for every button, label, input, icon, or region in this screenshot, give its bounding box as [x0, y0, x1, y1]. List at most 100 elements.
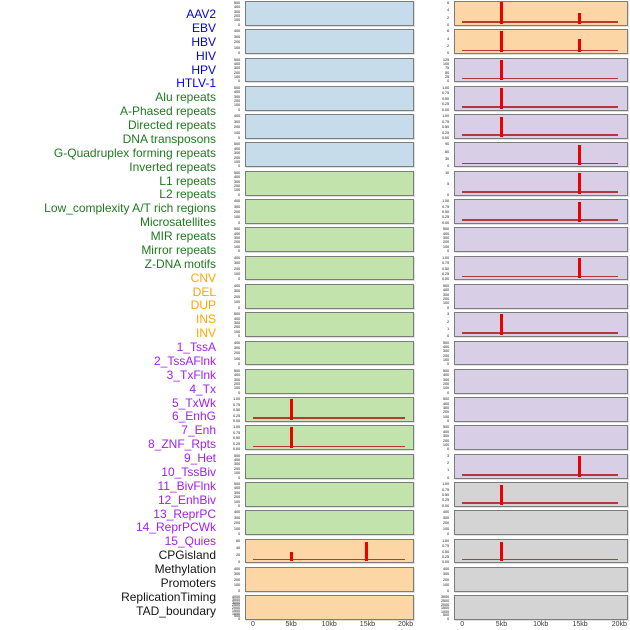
row-label: 6_EnhG — [171, 409, 216, 424]
y-tick-label: 300 — [233, 288, 240, 294]
profile-panel — [245, 312, 414, 338]
row-label: TAD_boundary — [136, 603, 216, 618]
y-tick-label: 400 — [233, 28, 240, 34]
y-tick-label: 0 — [446, 191, 449, 197]
profile-baseline — [461, 502, 619, 504]
y-tick-label: 0.50 — [442, 548, 449, 554]
y-tick-label: 500 — [442, 339, 449, 345]
y-axis-ticks: 1.00 0.75 0.50 0.25 0.00 — [419, 254, 449, 281]
y-tick-label: 500 — [233, 56, 240, 62]
profile-panel — [454, 425, 628, 451]
y-tick-label: 0 — [237, 361, 240, 367]
row-label: 9_Het — [183, 451, 216, 465]
y-tick-label: 400 — [233, 315, 240, 321]
y-tick-label: 300 — [233, 514, 240, 520]
y-tick-label: 3 — [446, 452, 449, 458]
y-tick-label: 1.00 — [442, 254, 449, 260]
y-tick-label: 500 — [233, 84, 240, 90]
peak-spike — [578, 39, 582, 53]
y-tick-label: 0.25 — [442, 101, 449, 107]
y-tick-label: 0.75 — [233, 429, 240, 435]
y-tick-label: 0 — [237, 191, 240, 197]
profile-panel — [454, 1, 628, 26]
y-axis-ticks: 500 400 300 200 100 0 — [210, 1, 240, 27]
y-axis-ticks: 400 300 200 100 0 — [210, 28, 240, 55]
profile-panel — [454, 142, 628, 168]
profile-panel — [245, 29, 414, 55]
y-axis-ticks: 500 400 300 200 100 0 — [210, 482, 240, 508]
y-axis-ticks: 400 300 200 100 0 — [210, 510, 240, 536]
panel-row: 500 400 300 200 100 0 — [234, 57, 414, 83]
panel-row: 500 400 300 200 100 0 — [234, 482, 414, 507]
profile-baseline — [252, 558, 405, 561]
y-tick-label: 100 — [442, 582, 449, 588]
peak-spike — [290, 427, 294, 449]
profile-panel — [245, 170, 414, 196]
row-label: AAV2 — [186, 7, 216, 21]
y-tick-label: 200 — [233, 324, 240, 330]
profile-panel — [245, 199, 414, 224]
y-tick-label: 100 — [233, 74, 240, 80]
y-tick-label: 20 — [235, 552, 240, 558]
y-axis-ticks: 60 40 20 0 — [210, 538, 240, 564]
y-tick-label: 0 — [237, 333, 240, 339]
row-label: Directed repeats — [127, 118, 216, 132]
y-tick-label: 300 — [233, 93, 240, 99]
y-tick-label: 500 — [442, 282, 449, 288]
y-tick-label: 0 — [237, 21, 240, 27]
y-axis-ticks: 500 400 300 200 100 0 — [210, 170, 240, 197]
y-tick-label: 2 — [446, 42, 449, 48]
y-axis-ticks: 500 400 300 200 100 0 — [419, 425, 449, 451]
row-label: CNV — [190, 270, 216, 285]
panel-row: 1.00 0.75 0.50 0.25 0.00 — [442, 199, 628, 224]
y-tick-label: 0 — [237, 163, 240, 169]
y-tick-label: 0 — [237, 616, 240, 622]
y-axis-ticks: 400 300 200 100 0 — [210, 199, 240, 225]
x-axis-left: 0 5kb 10kb 15kb 20kb — [245, 620, 414, 630]
y-axis-ticks: 4000 3500 3000 2500 2000 1500 1000 500 0 — [210, 594, 240, 622]
y-axis-ticks: 500 400 300 200 100 0 — [210, 312, 240, 339]
y-tick-label: 1.00 — [233, 396, 240, 402]
y-tick-label: 300 — [233, 489, 240, 495]
y-tick-label: 0.25 — [233, 440, 240, 446]
y-tick-label: 200 — [442, 380, 449, 386]
y-tick-label: 400 — [233, 60, 240, 66]
y-tick-label: 4000 — [231, 594, 240, 600]
y-axis-ticks: 1.00 0.75 0.50 0.25 0.00 — [210, 424, 240, 451]
panel-row: 400 300 200 100 0 — [234, 114, 414, 140]
y-tick-label: 100 — [442, 525, 449, 531]
y-axis-ticks: 500 400 300 200 100 0 — [210, 227, 240, 253]
y-tick-label: 400 — [442, 400, 449, 406]
y-tick-label: 200 — [442, 576, 449, 582]
x-tick-label: 5kb — [495, 621, 508, 628]
y-tick-label: 100 — [442, 60, 449, 66]
profile-panel — [245, 453, 414, 479]
row-label: Methylation — [154, 562, 216, 576]
row-label: INS — [195, 312, 216, 327]
y-tick-label: 1.00 — [442, 537, 449, 543]
panel-row: 500 400 300 200 100 0 — [443, 368, 628, 394]
y-tick-label: 100 — [233, 271, 240, 277]
y-axis-ticks: 90 60 30 0 — [419, 142, 449, 168]
profile-baseline — [252, 417, 405, 419]
panel-row: 400 300 200 100 0 — [443, 566, 628, 592]
profile-panel — [245, 57, 414, 83]
panel-row: 1.00 0.75 0.50 0.25 0.00 — [442, 85, 628, 111]
y-tick-label: 0.50 — [233, 407, 240, 413]
panel-row: 400 300 200 100 0 — [234, 199, 414, 224]
y-tick-label: 1.00 — [233, 424, 240, 430]
y-tick-label: 1500 — [231, 607, 240, 613]
y-tick-label: 5 — [446, 180, 449, 186]
y-axis-ticks: 1.00 0.75 0.50 0.25 0.00 — [210, 396, 240, 423]
y-tick-label: 2500 — [231, 602, 240, 608]
y-tick-label: 6 — [446, 28, 449, 34]
y-tick-label: 400 — [233, 254, 240, 260]
profile-baseline — [461, 49, 619, 52]
y-tick-label: 100 — [233, 299, 240, 305]
y-tick-label: 0.50 — [442, 265, 449, 271]
y-tick-label: 200 — [233, 182, 240, 188]
